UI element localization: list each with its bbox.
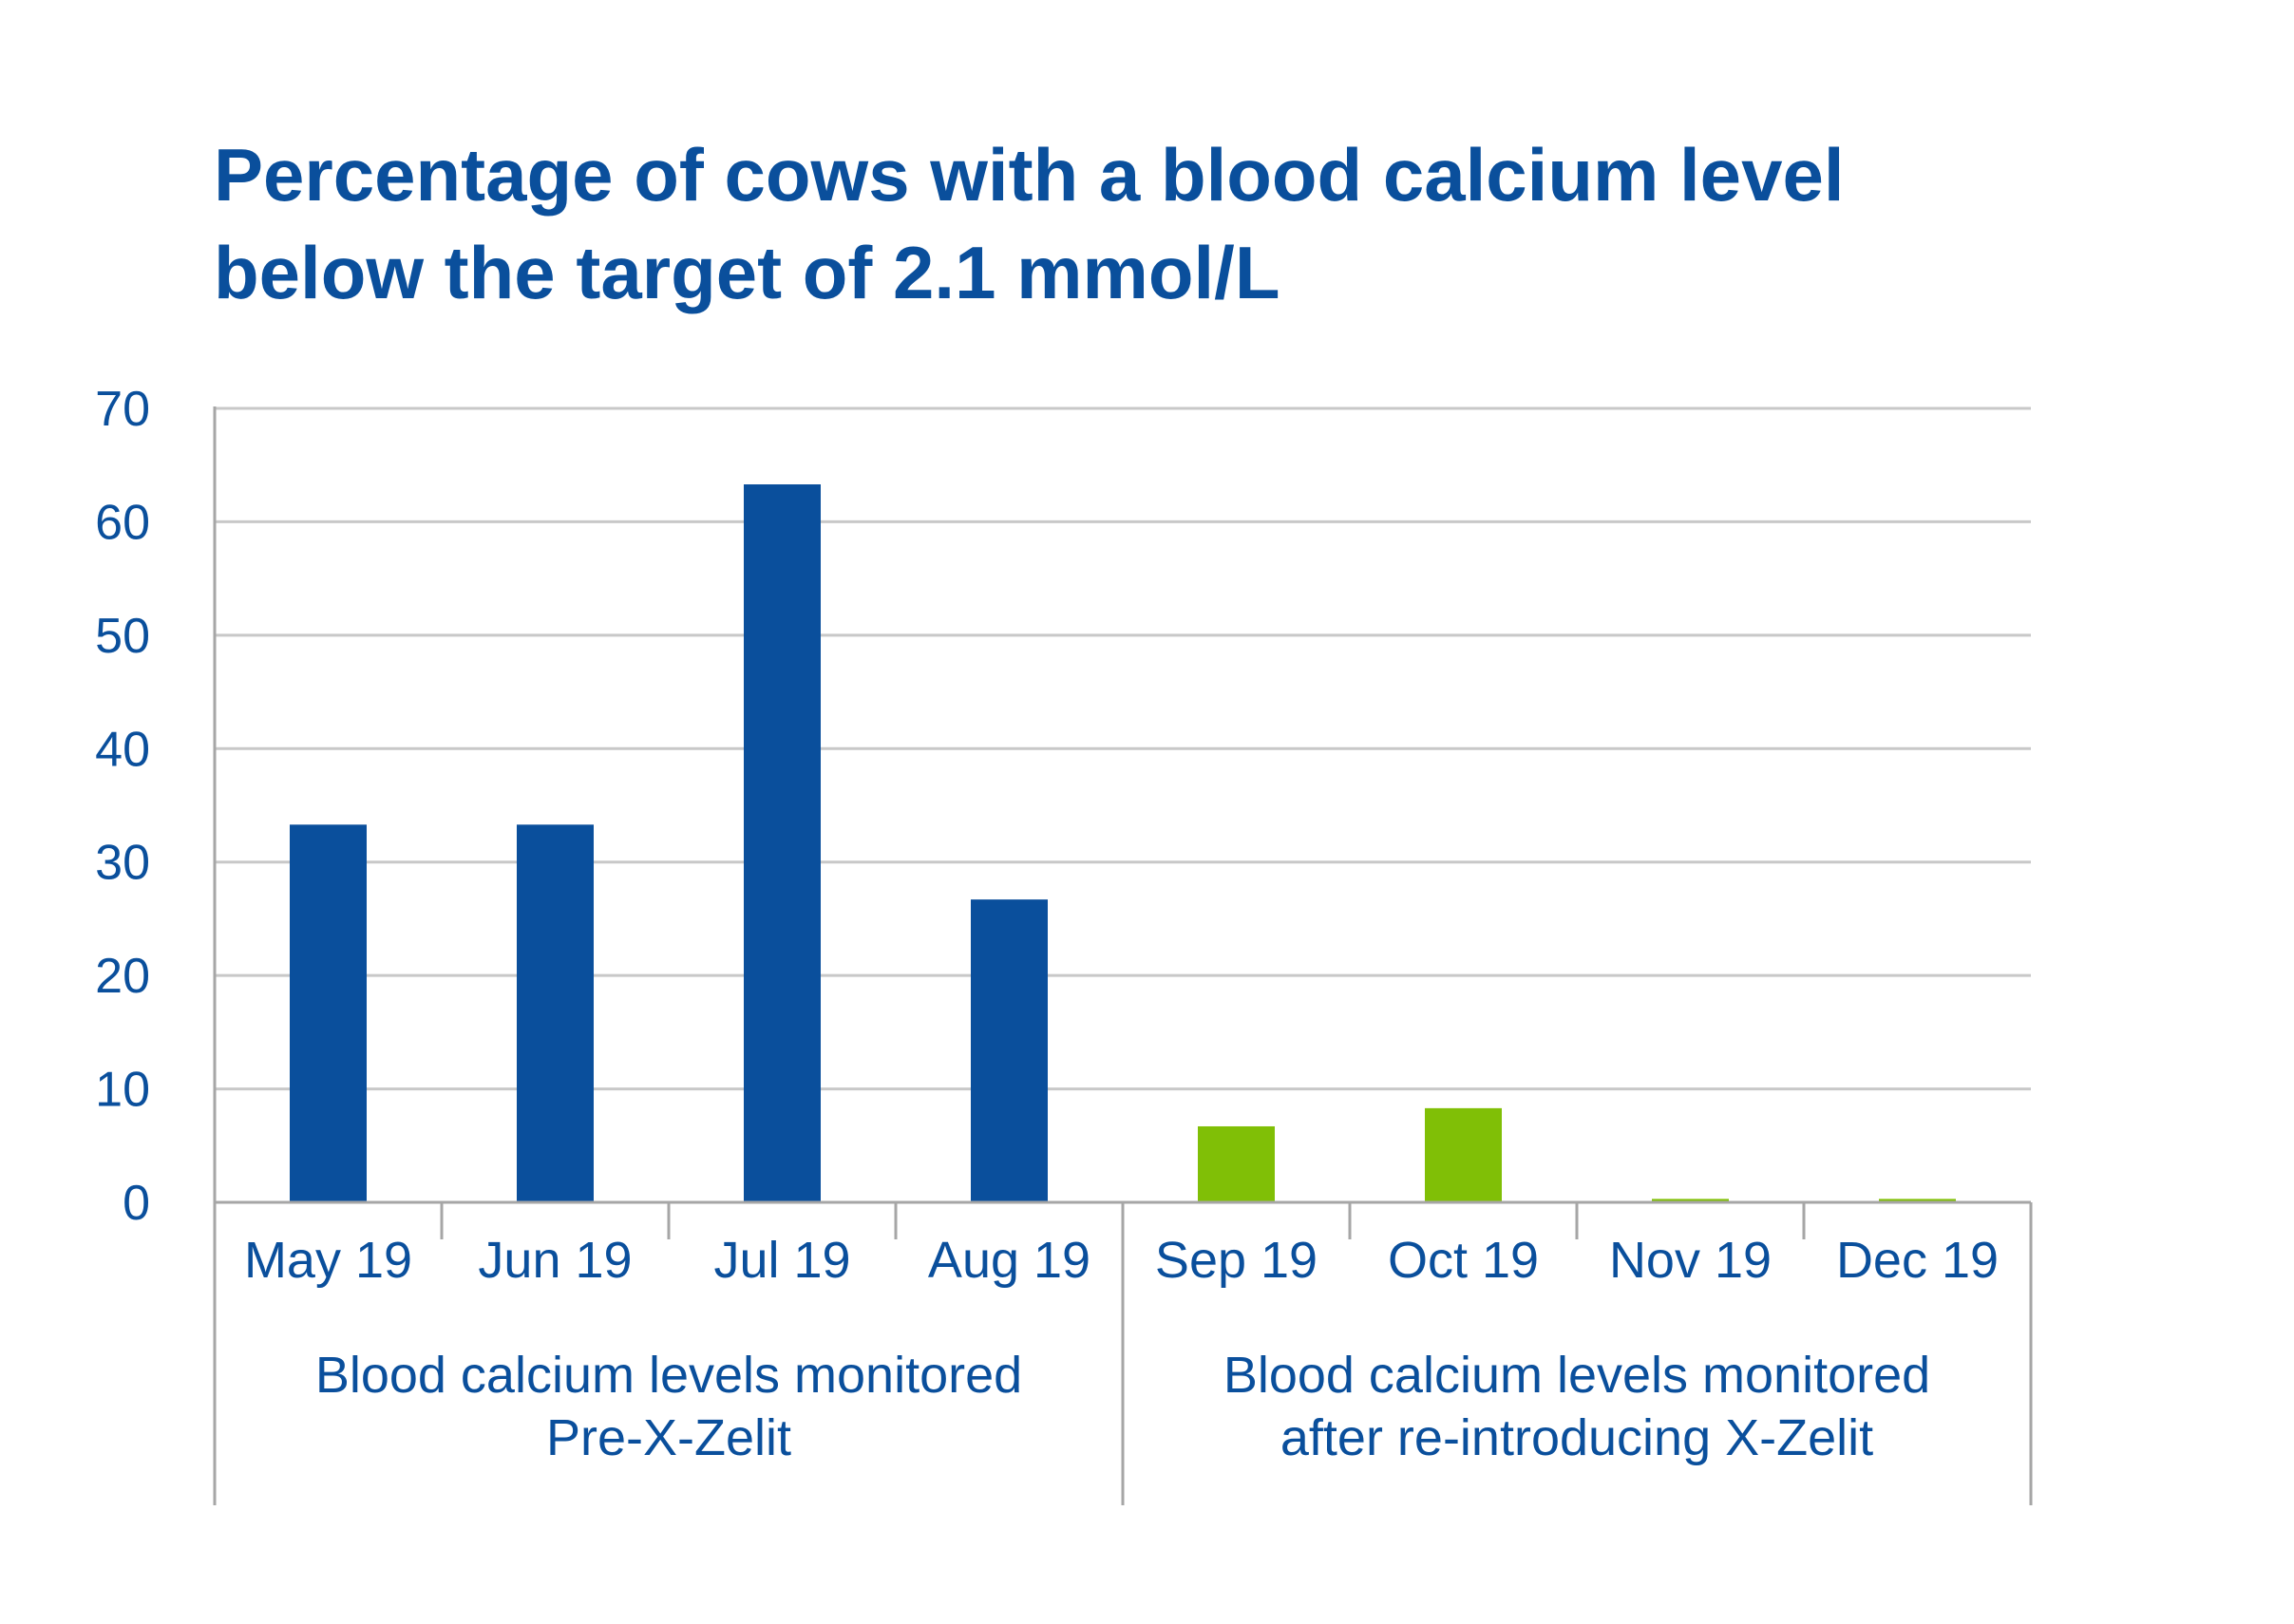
y-tick-label: 0 [123,1176,150,1231]
gridlines [215,406,2031,1091]
x-tick-label: Nov 19 [1609,1232,1772,1289]
x-tick-label: Jun 19 [478,1232,632,1289]
y-tick-label: 40 [95,722,150,777]
x-tick-label: Jul 19 [713,1232,850,1289]
group-label-line: Blood calcium levels monitored [315,1347,1022,1404]
bars [290,484,1956,1202]
labels: 0 10 20 30 40 50 60 70 May 19 Jun 19 Jul 19 Aug 19 S… [95,382,1999,1466]
y-tick-label: 10 [95,1063,150,1118]
group-label-line: Pre-X-Zelit [546,1409,791,1466]
group-label-line: after re-introducing X-Zelit [1280,1409,1873,1466]
y-tick-label: 30 [95,836,150,891]
bar [1198,1125,1275,1202]
y-tick-label: 50 [95,609,150,664]
bar [517,824,594,1202]
y-tick-label: 20 [95,949,150,1004]
chart-title-line-1: Percentage of cows with a blood calcium … [214,133,1845,217]
bar [1652,1199,1729,1202]
bar [290,824,367,1202]
y-tick-label: 70 [95,382,150,437]
x-tick-label: Oct 19 [1388,1232,1539,1289]
x-tick-label: May 19 [244,1232,412,1289]
bar [744,484,821,1202]
bar [1879,1199,1956,1202]
axes [213,406,2033,1505]
bar [971,899,1048,1202]
x-tick-label: Sep 19 [1155,1232,1318,1289]
bar [1425,1107,1502,1202]
chart-title-line-2: below the target of 2.1 mmol/L [214,231,1280,314]
group-label-line: Blood calcium levels monitored [1223,1347,1930,1404]
x-tick-label: Aug 19 [928,1232,1090,1289]
y-tick-label: 60 [95,495,150,550]
x-tick-label: Dec 19 [1836,1232,1999,1289]
